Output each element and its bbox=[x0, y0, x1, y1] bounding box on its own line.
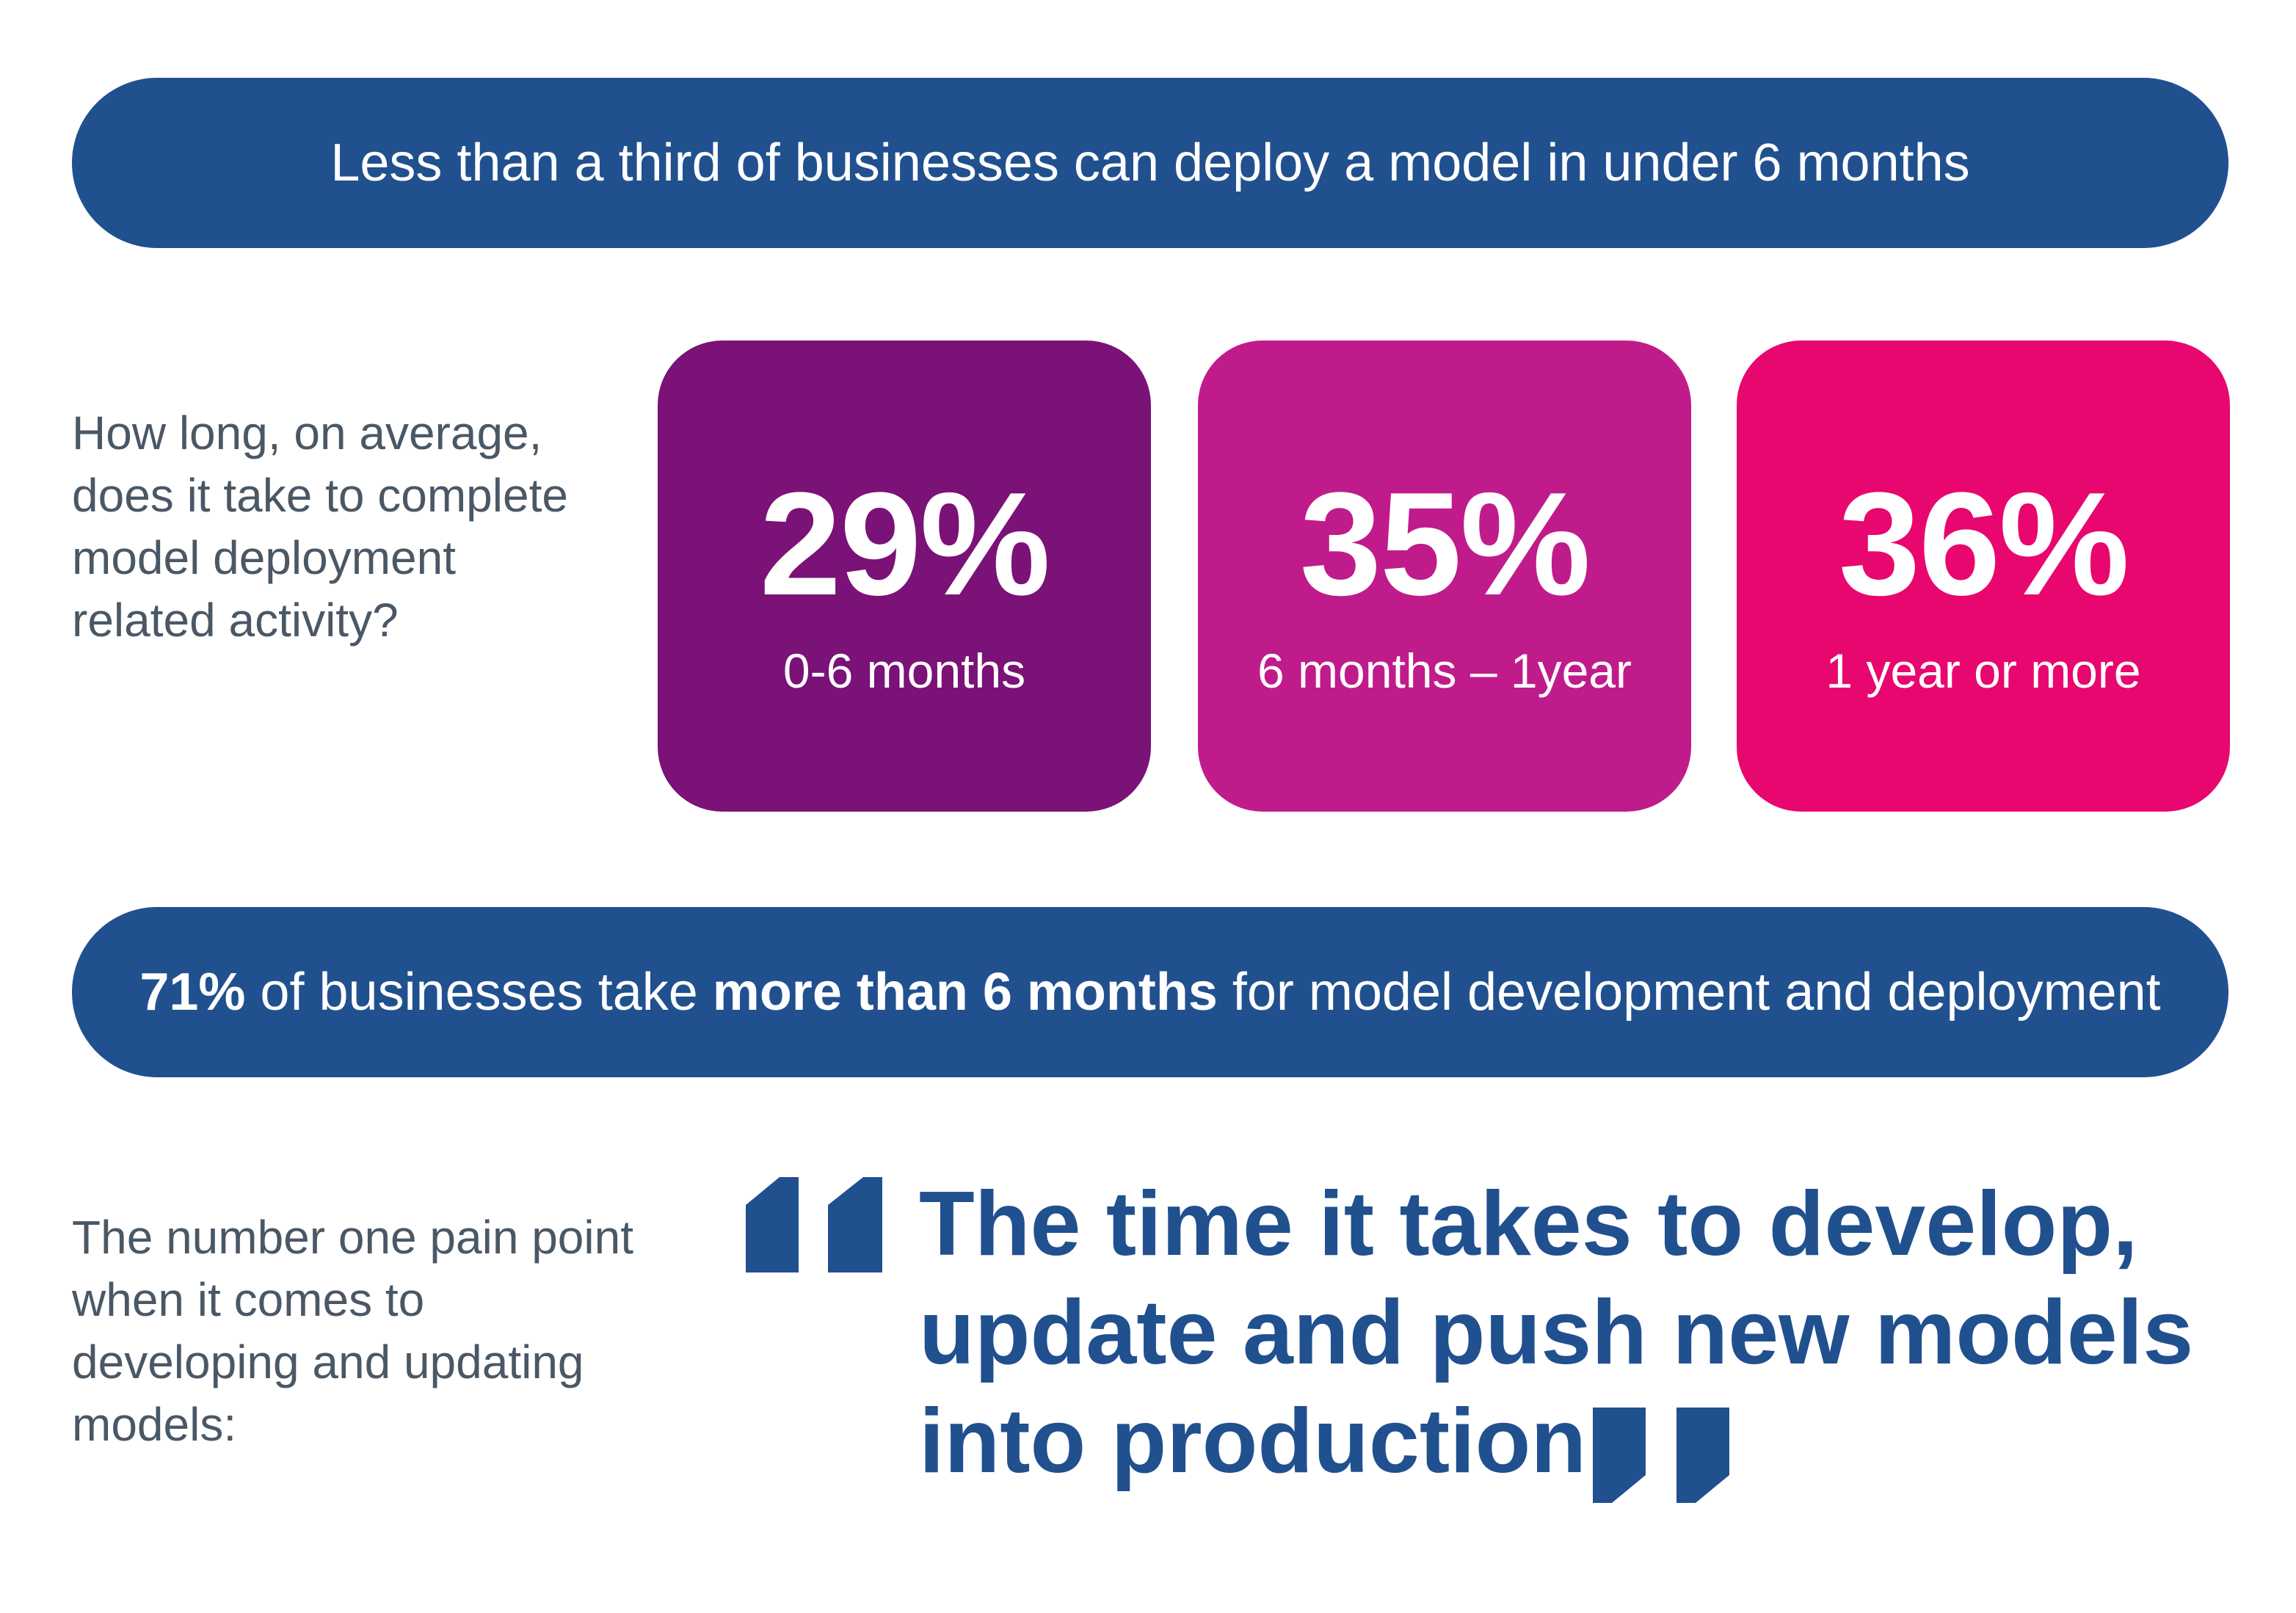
stat-range-label: 6 months – 1year bbox=[1257, 644, 1632, 698]
stat-card-0-6-months: 29% 0-6 months bbox=[658, 341, 1151, 812]
headline-text: Less than a third of businesses can depl… bbox=[330, 134, 1970, 192]
summary-tail-text: for model development and deployment bbox=[1217, 963, 2161, 1022]
stat-percent: 35% bbox=[1299, 462, 1591, 626]
summary-banner: 71% of businesses take more than 6 month… bbox=[72, 907, 2228, 1077]
stat-percent: 29% bbox=[759, 462, 1050, 626]
stat-card-6-months-1-year: 35% 6 months – 1year bbox=[1198, 341, 1691, 812]
pain-point-label: The number one pain point when it comes … bbox=[72, 1211, 633, 1451]
stat-percent: 36% bbox=[1838, 462, 2129, 626]
headline-banner: Less than a third of businesses can depl… bbox=[72, 78, 2228, 248]
summary-lead-bold: 71% bbox=[139, 963, 246, 1022]
summary-mid-text: of businesses take bbox=[245, 963, 713, 1022]
stat-range-label: 1 year or more bbox=[1825, 644, 2141, 698]
stat-card-1-year-or-more: 36% 1 year or more bbox=[1737, 341, 2230, 812]
stat-range-label: 0-6 months bbox=[782, 644, 1026, 698]
close-quote-icon bbox=[1593, 1408, 1729, 1503]
summary-emphasis-bold: more than 6 months bbox=[712, 963, 1218, 1022]
pain-point-quote: The time it takes to develop, update and… bbox=[919, 1173, 2194, 1492]
summary-text: 71% of businesses take more than 6 month… bbox=[139, 962, 2160, 1022]
survey-question: How long, on average, does it take to co… bbox=[72, 407, 568, 647]
open-quote-icon bbox=[746, 1177, 882, 1272]
